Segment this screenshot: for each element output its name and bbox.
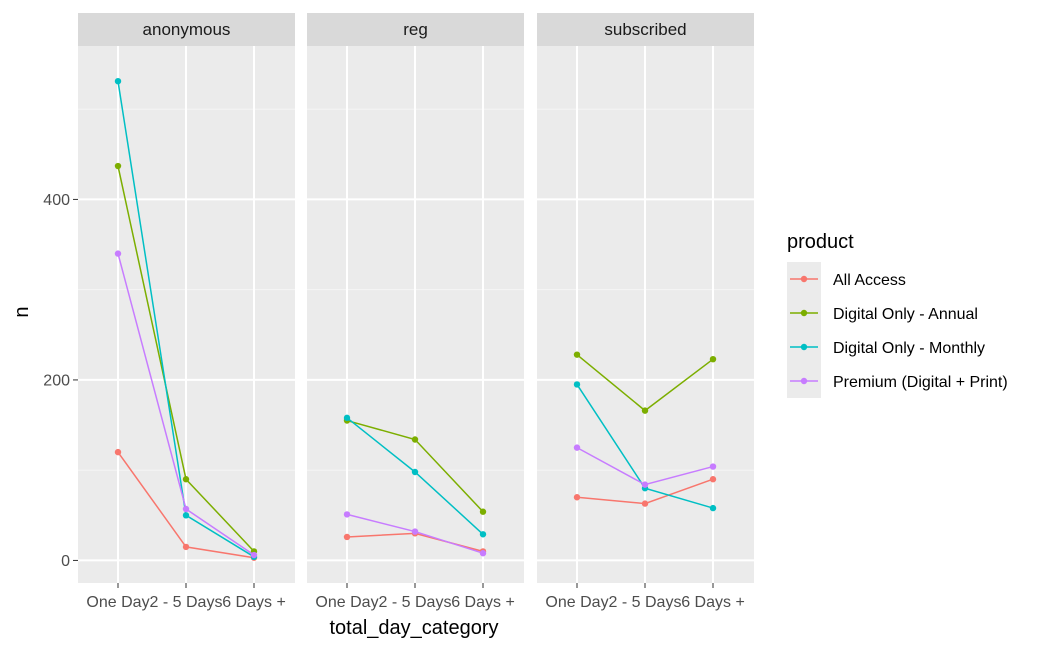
data-point <box>709 463 717 470</box>
data-point <box>479 531 487 538</box>
data-point <box>479 550 487 557</box>
facet-strip <box>307 13 524 46</box>
x-tick-label: One Day <box>315 594 378 611</box>
facet-panels: anonymous reg subscribed <box>78 13 754 583</box>
data-point <box>641 500 649 507</box>
data-point <box>182 505 190 513</box>
data-point <box>182 512 190 519</box>
legend-label: Digital Only - Annual <box>833 306 978 323</box>
legend-item: Premium (Digital + Print) <box>787 364 1008 398</box>
legend-key-point <box>800 275 808 283</box>
legend-key-point <box>800 309 808 317</box>
y-axis: 0 200 400 <box>43 192 78 570</box>
legend-key-point <box>800 343 808 351</box>
data-point <box>709 355 717 363</box>
facet-panel-subscribed: subscribed <box>537 13 754 583</box>
data-point <box>182 543 190 551</box>
legend-label: All Access <box>833 272 906 289</box>
data-point <box>250 551 258 559</box>
data-point <box>343 533 351 541</box>
legend-items: All Access Digital Only - Annual Digital O… <box>787 262 1008 398</box>
data-point <box>709 504 717 512</box>
x-axis-title: total_day_category <box>329 617 498 639</box>
facet-strip-label: reg <box>403 20 428 39</box>
data-point <box>411 468 419 476</box>
legend: product All Access Digital Only - Annual D… <box>787 231 1008 398</box>
x-tick-label: 2 - 5 Days <box>609 594 682 611</box>
data-point <box>573 444 581 451</box>
data-point <box>573 381 581 388</box>
data-point <box>343 511 351 518</box>
facet-strip-label: anonymous <box>143 20 231 39</box>
data-point <box>114 77 122 85</box>
x-tick-label: 6 Days + <box>222 594 286 611</box>
legend-item: Digital Only - Monthly <box>787 330 985 364</box>
data-point <box>114 162 122 170</box>
x-tick-label: 2 - 5 Days <box>150 594 223 611</box>
x-axis: One Day 2 - 5 Days 6 Days + One Day 2 - 5 Da… <box>86 583 745 611</box>
facet-panel-anonymous: anonymous <box>78 13 295 583</box>
data-point <box>641 407 649 414</box>
data-point <box>411 436 419 443</box>
facet-panel-reg: reg <box>307 13 524 583</box>
facet-strip <box>537 13 754 46</box>
legend-item: Digital Only - Annual <box>787 296 978 330</box>
data-point <box>182 476 190 483</box>
data-point <box>573 351 581 358</box>
data-point <box>709 476 717 483</box>
x-tick-label: One Day <box>86 594 149 611</box>
y-tick-label: 0 <box>61 553 70 570</box>
x-tick-label: 6 Days + <box>681 594 745 611</box>
data-point <box>114 250 122 257</box>
data-point <box>641 481 649 488</box>
x-tick-label: One Day <box>545 594 608 611</box>
data-point <box>343 414 351 422</box>
y-tick-label: 200 <box>43 372 70 389</box>
legend-label: Digital Only - Monthly <box>833 340 985 357</box>
facet-strip <box>78 13 295 46</box>
x-tick-label: 6 Days + <box>451 594 515 611</box>
legend-label: Premium (Digital + Print) <box>833 374 1008 391</box>
legend-key-point <box>800 377 808 385</box>
y-axis-title: n <box>11 306 33 317</box>
data-point <box>573 494 581 501</box>
x-tick-label: 2 - 5 Days <box>379 594 452 611</box>
data-point <box>411 528 419 535</box>
data-point <box>479 508 487 515</box>
data-point <box>114 448 122 456</box>
legend-title: product <box>787 231 854 253</box>
y-tick-label: 400 <box>43 192 70 209</box>
legend-item: All Access <box>787 262 906 296</box>
facet-strip-label: subscribed <box>604 20 686 39</box>
